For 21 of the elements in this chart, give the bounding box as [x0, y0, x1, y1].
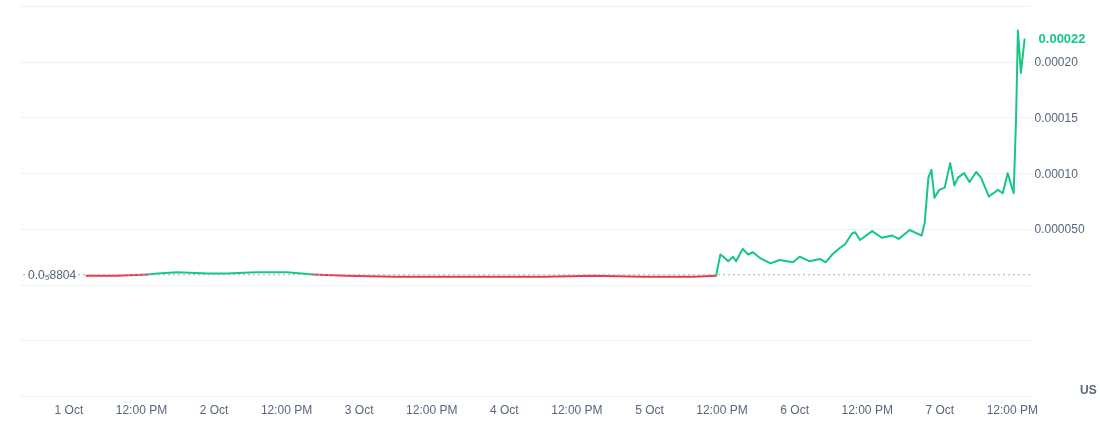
x-tick-label: 5 Oct	[635, 402, 665, 417]
y-tick-label: 0.00015	[1034, 110, 1079, 125]
text: US	[1080, 383, 1097, 397]
x-tick-label: 12:00 PM	[115, 402, 168, 417]
y-tick-label: 0.000050	[1034, 222, 1085, 237]
x-tick-label: 12:00 PM	[841, 402, 893, 417]
x-tick-label: 6 Oct	[780, 402, 810, 417]
annotation: 0.00022	[1038, 31, 1086, 47]
x-tick-label: 12:00 PM	[696, 402, 748, 417]
x-tick-label: 7 Oct	[925, 402, 955, 417]
x-tick-label: 12:00 PM	[406, 402, 458, 417]
x-tick-label: 12:00 PM	[260, 402, 313, 417]
x-tick-label: 4 Oct	[489, 402, 520, 417]
x-tick-label: 12:00 PM	[986, 402, 1039, 417]
x-tick-label: 12:00 PM	[551, 402, 603, 417]
y-tick-label: 0.00010	[1034, 166, 1079, 181]
x-tick-label: 2 Oct	[199, 402, 230, 417]
y-tick-label: 0.00020	[1034, 55, 1079, 70]
x-tick-label: 1 Oct	[54, 402, 84, 417]
ref-line-label: 0.0₅8804	[28, 267, 77, 282]
x-tick-label: 3 Oct	[344, 402, 375, 417]
